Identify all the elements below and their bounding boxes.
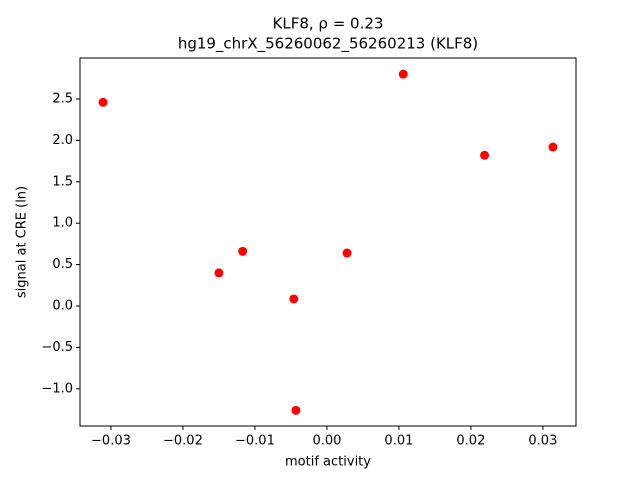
x-tick-label: −0.02 — [163, 434, 203, 449]
y-tick-label: 0.5 — [52, 257, 73, 272]
y-tick-label: 2.5 — [52, 91, 73, 106]
point — [289, 294, 299, 304]
point — [238, 246, 248, 256]
point — [548, 142, 558, 152]
point — [98, 97, 108, 107]
point — [480, 150, 490, 160]
y-tick-label: 1.0 — [52, 216, 73, 231]
chart-subtitle: hg19_chrX_56260062_56260213 (KLF8) — [178, 35, 478, 54]
point — [342, 248, 352, 258]
x-tick-label: 0.00 — [312, 434, 341, 449]
y-tick-label: 2.0 — [52, 133, 73, 148]
point — [291, 405, 301, 415]
y-axis-label: signal at CRE (ln) — [15, 186, 30, 298]
y-tick-label: −0.5 — [41, 340, 73, 355]
chart-title: KLF8, ρ = 0.23 — [273, 15, 384, 33]
y-tick-label: 0.0 — [52, 299, 73, 314]
point — [214, 268, 224, 278]
y-tick-label: −1.0 — [41, 381, 73, 396]
point — [398, 69, 408, 79]
plot-frame — [79, 57, 577, 427]
x-axis-label: motif activity — [285, 455, 371, 470]
x-tick-label: 0.03 — [528, 434, 557, 449]
y-tick-label: 1.5 — [52, 174, 73, 189]
x-tick-label: 0.01 — [384, 434, 413, 449]
x-tick-label: −0.03 — [91, 434, 131, 449]
x-tick-label: −0.01 — [235, 434, 275, 449]
x-tick-label: 0.02 — [456, 434, 485, 449]
